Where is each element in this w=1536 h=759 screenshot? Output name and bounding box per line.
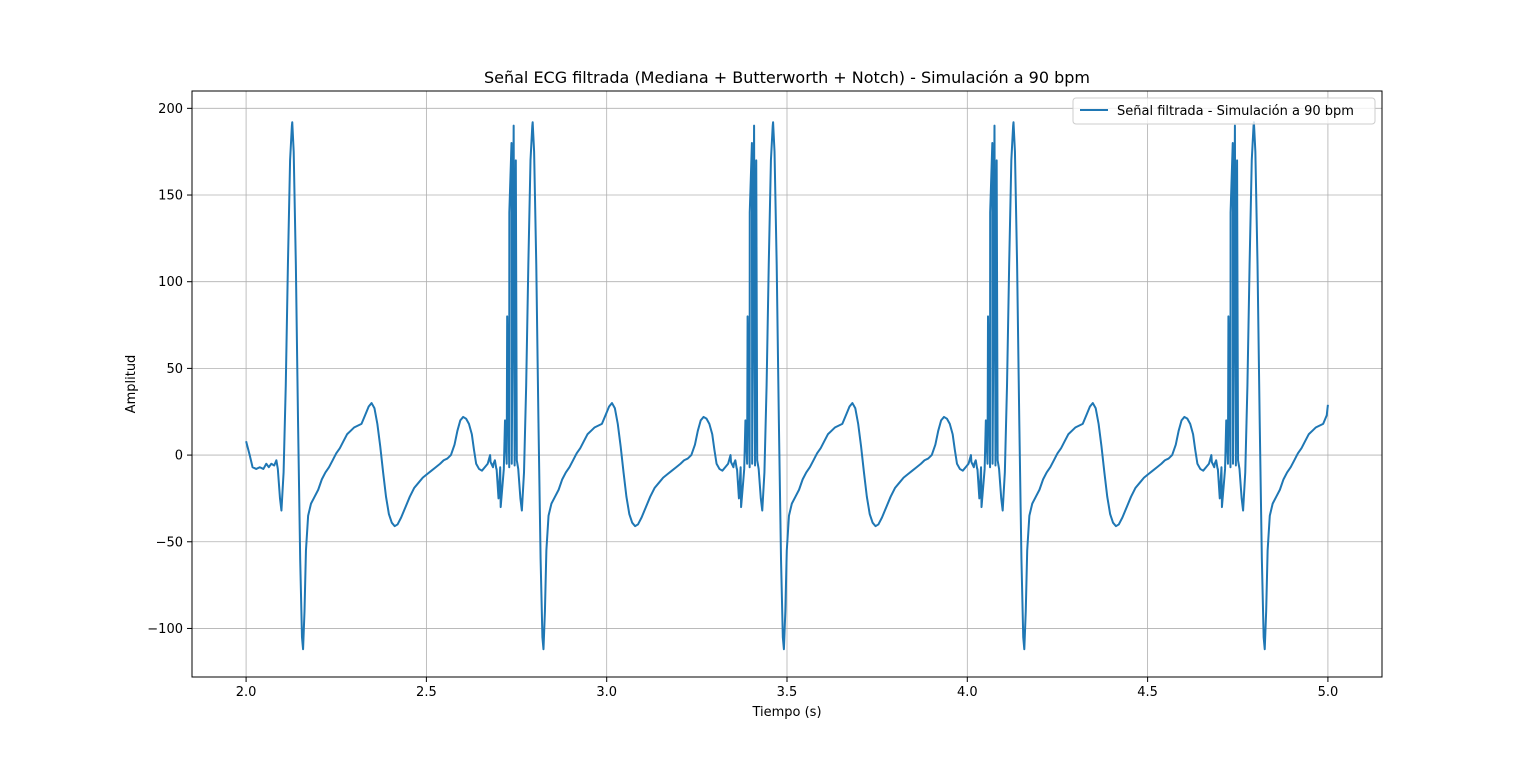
- x-axis-ticks: 2.0 2.5 3.0 3.5 4.0 4.5 5.0: [236, 677, 1339, 700]
- x-tick-label: 3.0: [596, 685, 617, 700]
- y-axis-ticks: −100 −50 0 50 100 150 200: [147, 102, 192, 637]
- legend-box: [1072, 97, 1376, 125]
- x-tick-label: 2.0: [236, 685, 257, 700]
- x-tick-label: 4.5: [1137, 685, 1158, 700]
- x-tick-label: 2.5: [416, 685, 437, 700]
- x-tick-label: 5.0: [1318, 685, 1339, 700]
- x-axis-label: Tiempo (s): [751, 705, 821, 720]
- legend-label: Señal filtrada - Simulación a 90 bpm: [1117, 104, 1354, 119]
- ecg-signal-line: [245, 121, 1329, 651]
- y-tick-label: 150: [158, 189, 183, 204]
- grid-lines: [192, 91, 1382, 677]
- y-tick-label: 100: [158, 275, 183, 290]
- y-tick-label: 200: [158, 102, 183, 117]
- y-tick-label: 0: [175, 449, 183, 464]
- x-tick-label: 3.5: [777, 685, 798, 700]
- x-tick-label: 4.0: [957, 685, 978, 700]
- y-tick-label: −100: [147, 622, 183, 637]
- legend: Señal filtrada - Simulación a 90 bpm: [1072, 97, 1376, 125]
- chart-title: Señal ECG filtrada (Mediana + Butterwort…: [484, 68, 1090, 87]
- y-axis-label: Amplitud: [124, 355, 139, 414]
- y-tick-label: 50: [166, 362, 183, 377]
- y-tick-label: −50: [156, 535, 183, 550]
